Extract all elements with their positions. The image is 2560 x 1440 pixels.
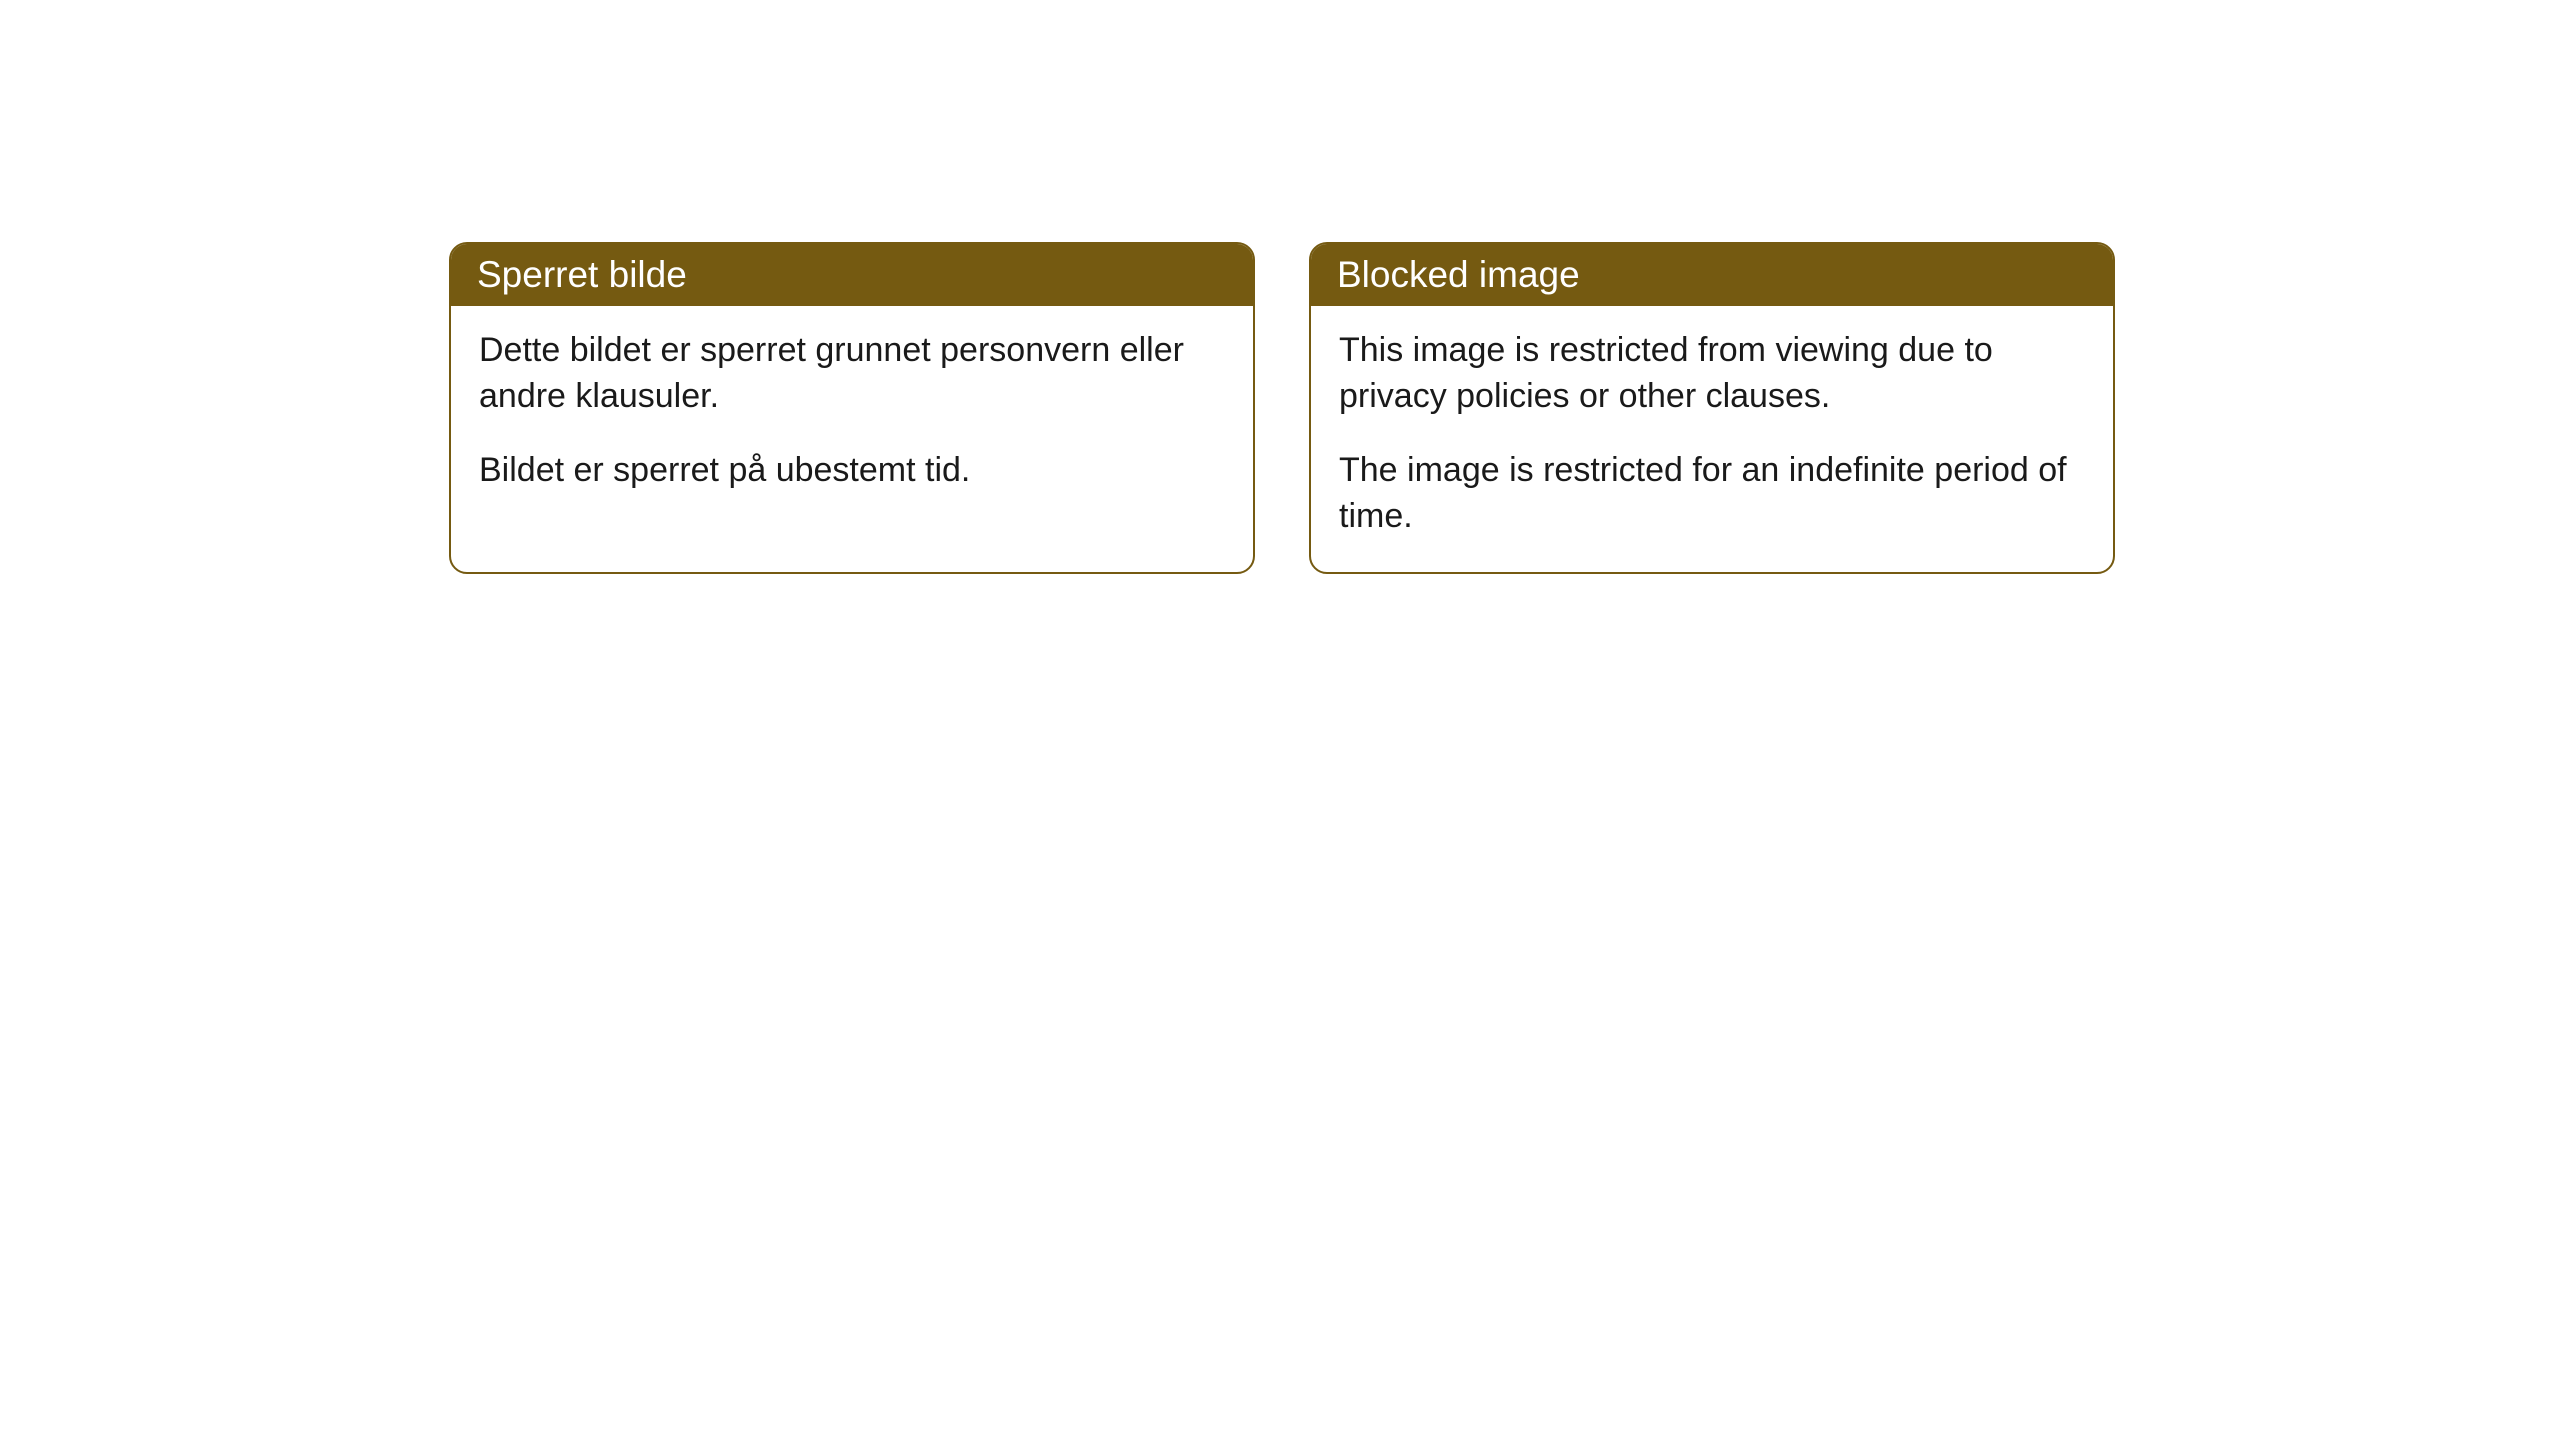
notice-cards-container: Sperret bilde Dette bildet er sperret gr…: [449, 242, 2115, 574]
card-title: Sperret bilde: [477, 254, 687, 295]
card-header-english: Blocked image: [1311, 244, 2113, 306]
card-body-english: This image is restricted from viewing du…: [1311, 306, 2113, 572]
card-paragraph: The image is restricted for an indefinit…: [1339, 448, 2085, 540]
card-paragraph: Dette bildet er sperret grunnet personve…: [479, 328, 1225, 420]
card-title: Blocked image: [1337, 254, 1580, 295]
card-header-norwegian: Sperret bilde: [451, 244, 1253, 306]
notice-card-english: Blocked image This image is restricted f…: [1309, 242, 2115, 574]
card-paragraph: Bildet er sperret på ubestemt tid.: [479, 448, 1225, 494]
notice-card-norwegian: Sperret bilde Dette bildet er sperret gr…: [449, 242, 1255, 574]
card-paragraph: This image is restricted from viewing du…: [1339, 328, 2085, 420]
card-body-norwegian: Dette bildet er sperret grunnet personve…: [451, 306, 1253, 526]
